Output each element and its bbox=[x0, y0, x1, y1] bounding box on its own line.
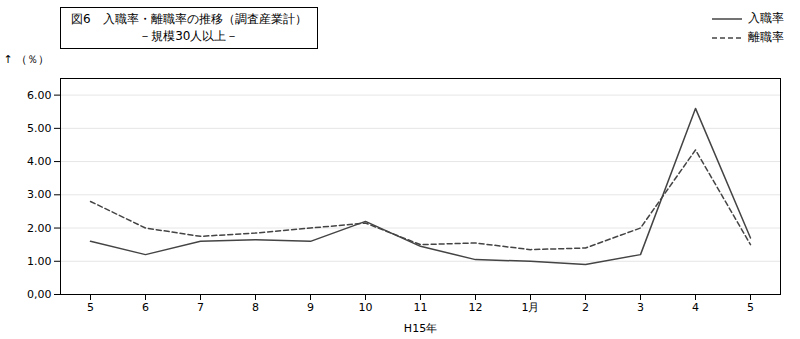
svg-text:11: 11 bbox=[414, 301, 428, 314]
svg-text:7: 7 bbox=[197, 301, 204, 314]
svg-text:H15年: H15年 bbox=[404, 322, 437, 335]
svg-text:0,00: 0,00 bbox=[27, 288, 52, 301]
svg-text:8: 8 bbox=[252, 301, 259, 314]
svg-text:10: 10 bbox=[359, 301, 373, 314]
svg-text:4: 4 bbox=[692, 301, 699, 314]
svg-text:9: 9 bbox=[307, 301, 314, 314]
html-text:図6 入職率・離職率の推移（調査産業計）: 図6 入職率・離職率の推移（調査産業計） bbox=[71, 11, 307, 26]
svg-text:5: 5 bbox=[747, 301, 754, 314]
svg-text:6: 6 bbox=[142, 301, 149, 314]
svg-text:5.00: 5.00 bbox=[27, 122, 52, 135]
svg-text:1月: 1月 bbox=[522, 301, 540, 314]
svg-text:3: 3 bbox=[637, 301, 644, 314]
svg-text:6.00: 6.00 bbox=[27, 89, 52, 102]
svg-text:2: 2 bbox=[582, 301, 589, 314]
html-text:－規模30人以上－: －規模30人以上－ bbox=[139, 29, 239, 43]
svg-text:3.00: 3.00 bbox=[27, 188, 52, 201]
svg-text:12: 12 bbox=[469, 301, 483, 314]
html-text:入職率: 入職率 bbox=[748, 11, 784, 25]
svg-text:4.00: 4.00 bbox=[27, 155, 52, 168]
svg-text:↑ （％）: ↑ （％） bbox=[4, 53, 50, 66]
svg-text:2.00: 2.00 bbox=[27, 222, 52, 235]
html-text:離職率: 離職率 bbox=[748, 30, 784, 44]
svg-text:1.00: 1.00 bbox=[27, 255, 52, 268]
svg-text:5: 5 bbox=[87, 301, 94, 314]
